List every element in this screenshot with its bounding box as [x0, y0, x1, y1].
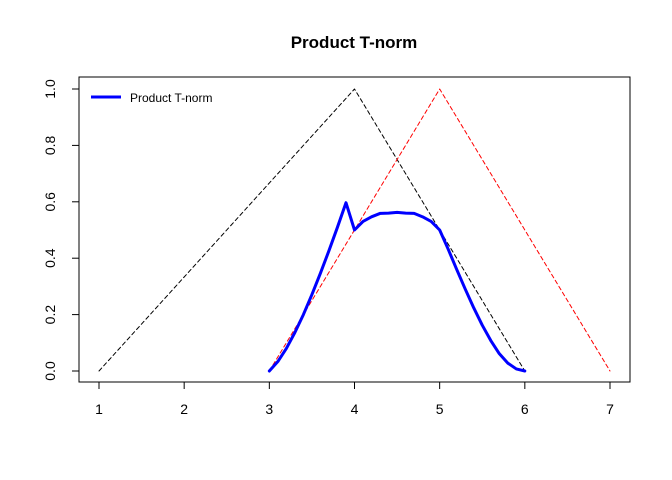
x-tick-label: 2 — [180, 401, 188, 417]
y-axis: 0.0 0.2 0.4 0.6 0.8 1.0 — [42, 79, 80, 381]
chart-title: Product T-norm — [291, 33, 418, 52]
series-line-2 — [267, 201, 527, 373]
x-tick-label: 4 — [351, 401, 359, 417]
y-tick-label: 0.6 — [42, 192, 58, 212]
series-line-1 — [268, 88, 611, 372]
series-line-0 — [98, 88, 526, 372]
series-layer — [98, 88, 611, 373]
x-axis: 1 2 3 4 5 6 7 — [95, 381, 614, 417]
x-tick-label: 5 — [436, 401, 444, 417]
legend: Product T-norm — [91, 91, 212, 105]
x-tick-label: 7 — [606, 401, 614, 417]
y-tick-label: 1.0 — [42, 79, 58, 99]
x-tick-label: 1 — [95, 401, 103, 417]
legend-label: Product T-norm — [130, 91, 212, 105]
y-tick-label: 0.8 — [42, 135, 58, 155]
x-tick-label: 3 — [265, 401, 273, 417]
y-tick-label: 0.0 — [42, 361, 58, 381]
x-tick-label: 6 — [521, 401, 529, 417]
y-tick-label: 0.2 — [42, 305, 58, 325]
y-tick-label: 0.4 — [42, 248, 58, 268]
